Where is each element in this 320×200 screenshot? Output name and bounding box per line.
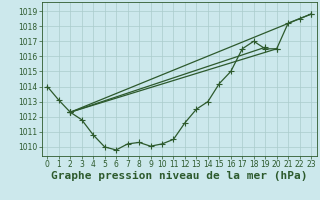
X-axis label: Graphe pression niveau de la mer (hPa): Graphe pression niveau de la mer (hPa)	[51, 171, 308, 181]
